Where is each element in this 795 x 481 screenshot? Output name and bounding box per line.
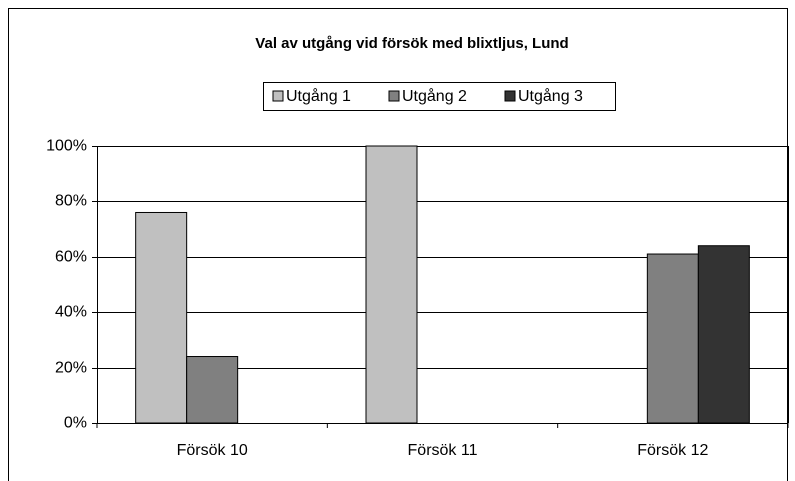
y-tick-label: 100%	[46, 138, 87, 155]
y-tick-label: 20%	[55, 360, 87, 377]
bar	[646, 253, 699, 424]
y-tick-label: 60%	[55, 249, 87, 266]
legend-box	[263, 82, 616, 111]
bar	[365, 145, 418, 424]
legend-label: Utgång 1	[286, 87, 351, 105]
bar	[135, 211, 188, 424]
legend-label: Utgång 2	[402, 87, 467, 105]
x-tick-label: Försök 12	[637, 442, 708, 459]
y-tick-label: 80%	[55, 193, 87, 210]
legend-swatch	[388, 90, 400, 102]
y-tick-label: 0%	[64, 415, 87, 432]
bar	[186, 356, 239, 424]
x-tick-label: Försök 11	[408, 442, 478, 459]
legend-label: Utgång 3	[518, 87, 583, 105]
legend-swatch	[272, 90, 284, 102]
x-tick-label: Försök 10	[177, 442, 248, 459]
bar	[697, 245, 750, 424]
chart-title: Val av utgång vid försök med blixtljus, …	[255, 35, 568, 52]
y-tick-label: 40%	[55, 304, 87, 321]
legend-swatch	[504, 90, 516, 102]
